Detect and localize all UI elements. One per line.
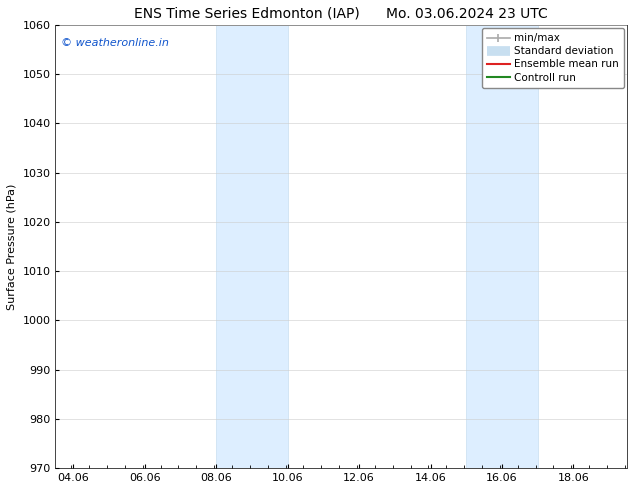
Text: © weatheronline.in: © weatheronline.in: [61, 38, 169, 48]
Legend: min/max, Standard deviation, Ensemble mean run, Controll run: min/max, Standard deviation, Ensemble me…: [482, 28, 624, 88]
Bar: [216, 25, 288, 468]
Y-axis label: Surface Pressure (hPa): Surface Pressure (hPa): [7, 183, 17, 310]
Title: ENS Time Series Edmonton (IAP)      Mo. 03.06.2024 23 UTC: ENS Time Series Edmonton (IAP) Mo. 03.06…: [134, 7, 548, 21]
Bar: [466, 25, 538, 468]
